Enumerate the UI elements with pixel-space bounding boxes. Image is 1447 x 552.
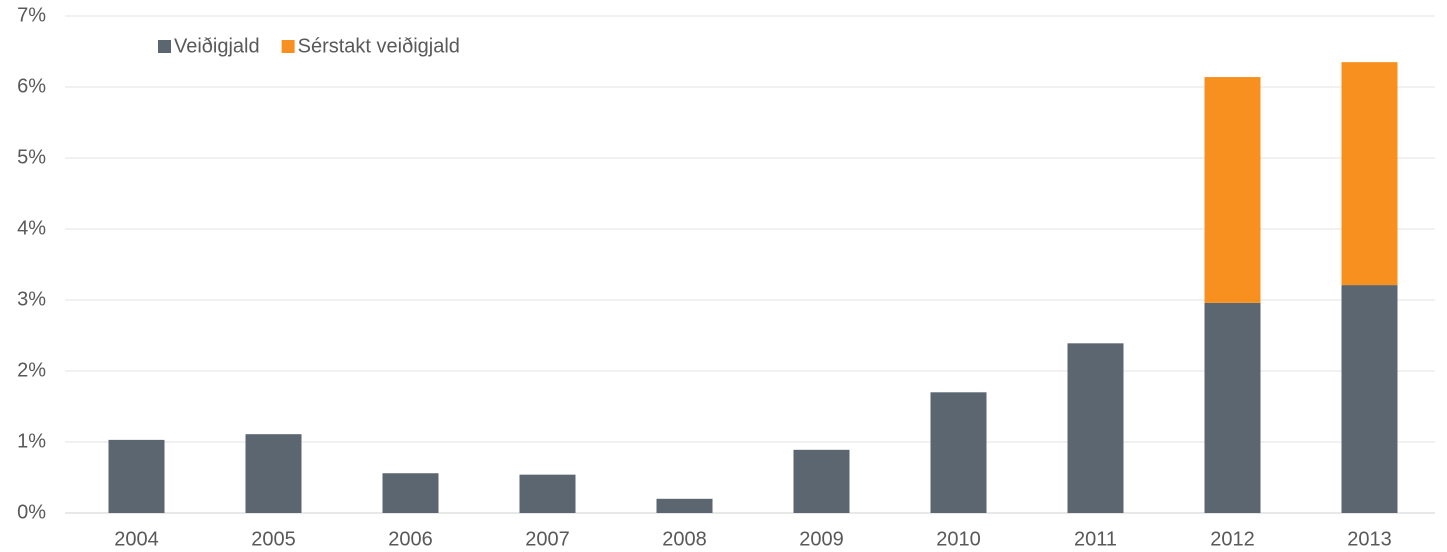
bar (1341, 285, 1398, 513)
x-tick-label: 2010 (936, 528, 981, 550)
bar (382, 473, 439, 513)
y-tick-label: 7% (17, 4, 46, 26)
bar (793, 449, 850, 513)
x-tick-label: 2004 (114, 528, 159, 550)
y-tick-label: 3% (17, 288, 46, 310)
legend-label: Veiðigjald (174, 35, 260, 57)
x-tick-label: 2011 (1074, 528, 1117, 550)
x-tick-label: 2006 (388, 528, 433, 550)
legend-swatch (281, 40, 295, 53)
bar (108, 439, 165, 513)
y-tick-label: 4% (17, 217, 46, 239)
x-tick-label: 2012 (1210, 528, 1255, 550)
y-tick-label: 6% (17, 75, 46, 97)
bar (1341, 62, 1398, 286)
bar (245, 434, 302, 513)
bar (930, 392, 987, 513)
y-tick-label: 2% (17, 359, 46, 381)
x-tick-label: 2013 (1347, 528, 1392, 550)
x-tick-label: 2008 (662, 528, 707, 550)
y-tick-label: 5% (17, 146, 46, 168)
x-tick-label: 2009 (799, 528, 844, 550)
bar (519, 474, 576, 513)
x-tick-label: 2007 (525, 528, 570, 550)
bar (656, 498, 713, 513)
bar (1204, 302, 1261, 513)
y-tick-label: 0% (17, 501, 46, 523)
bar (1204, 77, 1261, 303)
y-tick-label: 1% (17, 430, 46, 452)
legend-label: Sérstakt veiðigjald (298, 35, 460, 57)
legend-swatch (158, 40, 171, 53)
x-tick-label: 2005 (251, 528, 296, 550)
bar (1067, 343, 1124, 513)
